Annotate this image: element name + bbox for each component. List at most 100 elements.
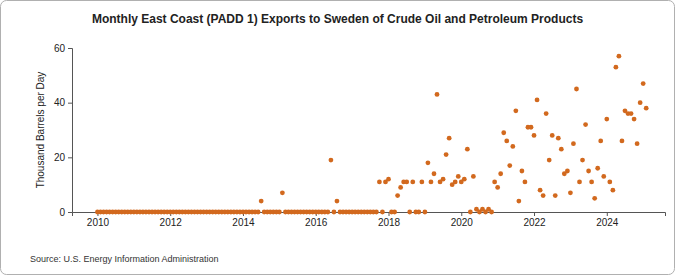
point: [380, 210, 385, 215]
point: [465, 147, 470, 152]
point: [553, 193, 558, 198]
point: [580, 158, 585, 163]
point: [547, 158, 552, 163]
point: [577, 180, 582, 185]
point: [513, 108, 518, 113]
point: [280, 190, 285, 195]
point: [377, 180, 382, 185]
point: [329, 158, 334, 163]
point: [426, 160, 431, 165]
point: [568, 190, 573, 195]
point: [495, 185, 500, 190]
point: [435, 92, 440, 97]
point: [510, 144, 515, 149]
y-tick-label: 0: [59, 207, 65, 218]
point: [632, 117, 637, 122]
point: [589, 180, 594, 185]
y-tick-mark: [68, 157, 72, 158]
point: [559, 147, 564, 152]
point: [277, 210, 282, 215]
point: [410, 180, 415, 185]
point: [604, 117, 609, 122]
y-tick: 40: [54, 97, 72, 108]
point: [259, 199, 264, 204]
x-tick-label: 2012: [160, 217, 183, 228]
point: [404, 180, 409, 185]
point: [638, 100, 643, 105]
point: [447, 136, 452, 141]
point: [592, 196, 597, 201]
point: [586, 169, 591, 174]
point: [516, 199, 521, 204]
point: [601, 174, 606, 179]
x-tick: 2020: [451, 212, 474, 228]
point: [550, 133, 555, 138]
point: [501, 130, 506, 135]
point: [422, 210, 427, 215]
x-tick: 2024: [596, 212, 619, 228]
plot: 2010 2012 2014 2016 2018 2020 2022 2024 0 20 40 60: [54, 43, 666, 228]
point: [374, 210, 379, 215]
y-tick-label: 60: [54, 43, 66, 54]
x-tick-label: 2020: [451, 217, 474, 228]
point: [532, 133, 537, 138]
point: [395, 193, 400, 198]
point: [256, 210, 261, 215]
point: [468, 210, 473, 215]
point: [419, 180, 424, 185]
point: [607, 180, 612, 185]
point: [441, 177, 446, 182]
point: [392, 210, 397, 215]
y-tick-label: 20: [54, 152, 66, 163]
point: [335, 199, 340, 204]
point: [432, 171, 437, 176]
y-tick-mark: [68, 48, 72, 49]
point: [325, 210, 330, 215]
point: [444, 152, 449, 157]
y-axis-title: Thousand Barrels per Day: [35, 72, 46, 189]
point: [520, 169, 525, 174]
point: [535, 98, 540, 103]
point: [429, 180, 434, 185]
x-tick-label: 2014: [232, 217, 255, 228]
point: [556, 136, 561, 141]
title: Monthly East Coast (PADD 1) Exports to S…: [92, 12, 583, 26]
x-tick-mark: [461, 212, 462, 216]
y-axis-line: [68, 49, 73, 213]
point: [504, 139, 509, 144]
x-tick: 2022: [523, 212, 546, 228]
x-tick-label: 2016: [305, 217, 328, 228]
point: [462, 177, 467, 182]
point: [453, 180, 458, 185]
point: [386, 177, 391, 182]
point: [583, 122, 588, 127]
point: [574, 87, 579, 92]
x-tick-mark: [534, 212, 535, 216]
point: [620, 139, 625, 144]
point: [332, 210, 337, 215]
x-tick: 2018: [378, 212, 401, 228]
point: [598, 139, 603, 144]
point: [407, 210, 412, 215]
x-tick-label: 2010: [87, 217, 110, 228]
y-tick-mark: [68, 212, 72, 213]
point: [641, 81, 646, 86]
y-tick: 60: [54, 43, 72, 54]
point: [644, 106, 649, 111]
frame: [1, 1, 675, 275]
point: [613, 65, 618, 70]
source: Source: U.S. Energy Information Administ…: [30, 254, 219, 264]
x-axis: 2010 2012 2014 2016 2018 2020 2022 2024: [73, 212, 666, 228]
x-tick: 2012: [160, 212, 183, 228]
point: [565, 169, 570, 174]
point: [523, 180, 528, 185]
point: [571, 141, 576, 146]
point: [398, 185, 403, 190]
y-tick-mark: [68, 103, 72, 104]
x-tick: 2014: [232, 212, 255, 228]
point: [489, 210, 494, 215]
point: [595, 166, 600, 171]
point: [544, 111, 549, 116]
point: [529, 125, 534, 130]
point: [416, 210, 421, 215]
